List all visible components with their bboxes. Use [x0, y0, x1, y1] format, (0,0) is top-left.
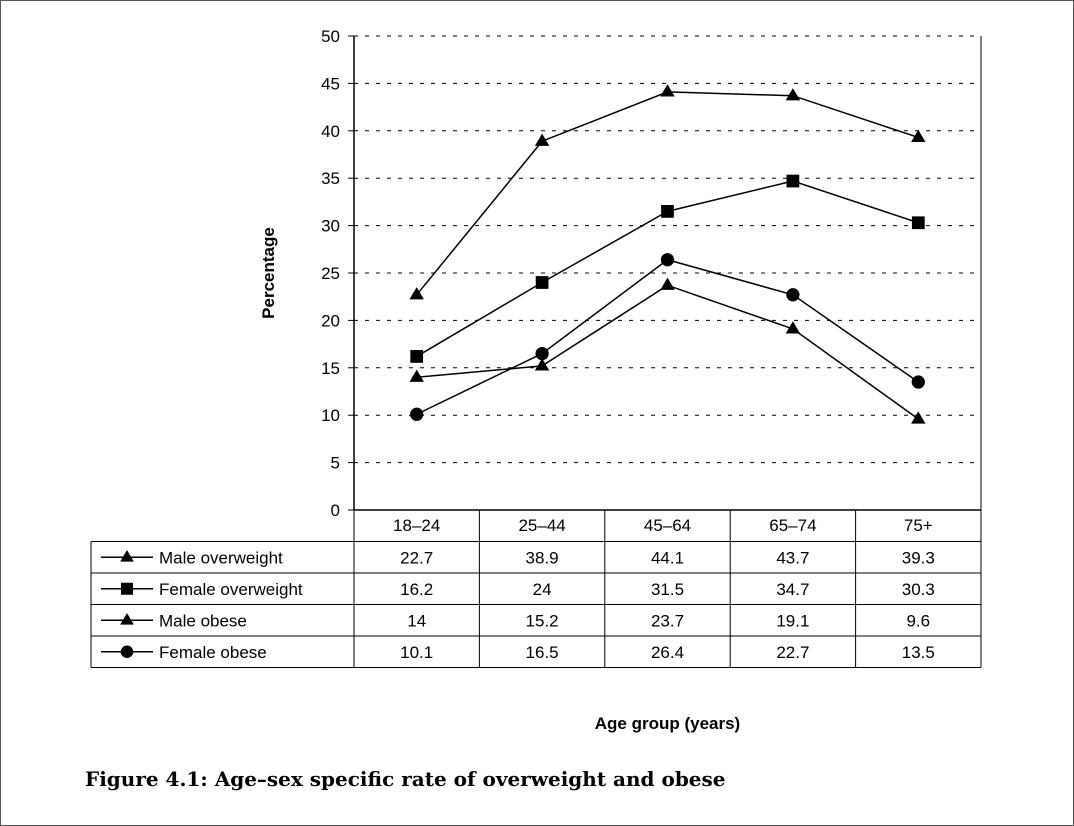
- legend-key-marker: [120, 613, 134, 625]
- y-tick-label: 45: [321, 74, 340, 93]
- data-point: [785, 321, 801, 334]
- data-table-value: 9.6: [906, 611, 930, 630]
- figure-caption: Figure 4.1: Age–sex specific rate of ove…: [85, 767, 726, 791]
- data-point: [410, 407, 424, 421]
- x-tick-label: 18–24: [393, 516, 440, 535]
- x-tick-label: 65–74: [769, 516, 816, 535]
- data-point: [785, 88, 801, 101]
- data-table-value: 44.1: [651, 548, 684, 567]
- y-tick-label: 25: [321, 264, 340, 283]
- data-point: [535, 276, 549, 289]
- data-point: [409, 287, 424, 300]
- y-axis-title: Percentage: [259, 227, 278, 319]
- data-table-value: 16.5: [526, 643, 559, 662]
- data-point: [911, 375, 925, 389]
- data-table-value: 22.7: [776, 643, 809, 662]
- series-line: [416, 284, 919, 420]
- y-tick-label: 35: [321, 169, 340, 188]
- data-point: [660, 253, 675, 267]
- data-point: [786, 288, 800, 302]
- data-point: [911, 129, 926, 143]
- legend-key-marker: [121, 582, 133, 595]
- x-tick-label: 25–44: [518, 516, 565, 535]
- y-tick-label: 30: [321, 217, 340, 236]
- data-point: [660, 84, 675, 97]
- legend-series-name: Male obese: [159, 611, 247, 630]
- data-table-value: 15.2: [526, 611, 559, 630]
- data-table-value: 13.5: [902, 643, 935, 662]
- y-tick-label: 50: [321, 27, 340, 46]
- data-point: [660, 277, 675, 290]
- data-table-value: 43.7: [776, 548, 809, 567]
- data-table-value: 10.1: [400, 643, 433, 662]
- data-table-value: 14: [407, 611, 426, 630]
- data-point: [534, 133, 550, 146]
- legend-series-name: Female overweight: [159, 580, 303, 599]
- y-tick-label: 5: [331, 454, 340, 473]
- data-point: [911, 411, 926, 424]
- data-table-value: 38.9: [526, 548, 559, 567]
- legend-series-name: Female obese: [159, 643, 267, 662]
- data-table-value: 22.7: [400, 548, 433, 567]
- data-point: [535, 346, 549, 361]
- legend-key-marker: [120, 645, 134, 658]
- data-point: [534, 358, 550, 371]
- x-tick-label: 75+: [904, 516, 933, 535]
- data-table-value: 16.2: [400, 580, 433, 599]
- legend-key-marker: [120, 550, 134, 562]
- x-axis-title: Age group (years): [595, 714, 740, 733]
- y-tick-label: 10: [321, 406, 340, 425]
- y-tick-label: 20: [321, 311, 340, 330]
- data-table-value: 19.1: [776, 611, 809, 630]
- data-table-value: 26.4: [651, 643, 684, 662]
- data-point: [786, 174, 800, 188]
- data-point: [911, 216, 925, 230]
- data-table-value: 34.7: [776, 580, 809, 599]
- legend-series-name: Male overweight: [159, 548, 283, 567]
- data-table-value: 39.3: [902, 548, 935, 567]
- data-table-value: 23.7: [651, 611, 684, 630]
- y-tick-label: 0: [331, 501, 340, 520]
- data-point: [409, 369, 424, 382]
- y-tick-label: 15: [321, 359, 340, 378]
- data-point: [410, 350, 424, 363]
- x-tick-label: 45–64: [644, 516, 691, 535]
- y-tick-label: 40: [321, 122, 340, 141]
- data-table-value: 31.5: [651, 580, 684, 599]
- data-point: [661, 205, 674, 218]
- data-table-value: 30.3: [902, 580, 935, 599]
- data-table-value: 24: [533, 580, 552, 599]
